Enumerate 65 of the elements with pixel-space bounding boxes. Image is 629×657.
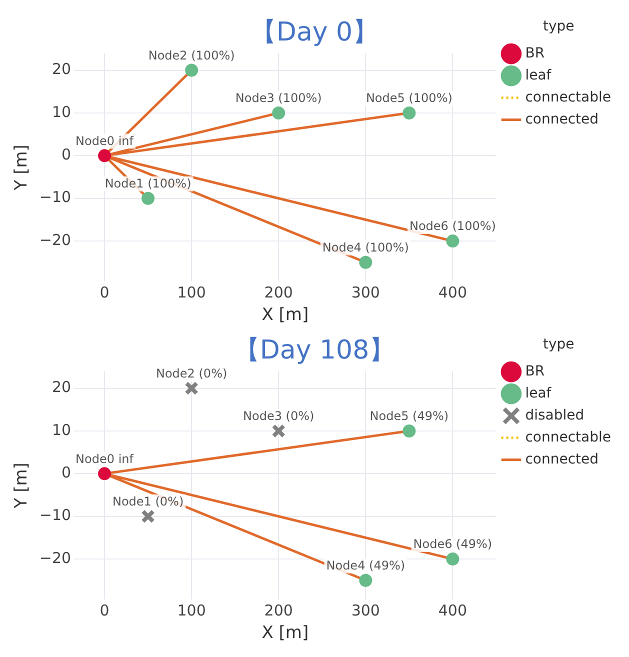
y-tick-label: −10 — [39, 506, 72, 524]
annotation: Node4 (49%) — [326, 558, 406, 573]
legend-label: leaf — [525, 385, 552, 402]
annotation: Node6 (49%) — [413, 537, 492, 552]
x-tick-label: 400 — [438, 601, 468, 620]
legend-title: type — [542, 336, 574, 353]
y-tick-label: 0 — [62, 146, 72, 164]
y-axis-title: Y [m] — [12, 462, 32, 510]
x-tick-label: 300 — [351, 283, 380, 302]
y-tick-label: −10 — [39, 188, 72, 206]
x-tick-label: 200 — [264, 601, 293, 620]
y-tick-label: −20 — [39, 230, 72, 249]
y-tick-label: 20 — [52, 378, 72, 396]
annotation: Node5 (100%) — [366, 91, 452, 106]
x-tick-label: 100 — [177, 601, 206, 620]
annotation: Node0 inf — [76, 452, 134, 466]
y-tick-label: 20 — [52, 60, 72, 78]
legend-label: connected — [525, 451, 599, 468]
point — [359, 256, 372, 269]
x-tick-label: 300 — [351, 601, 380, 620]
y-axis-title: Y [m] — [12, 144, 32, 192]
x-tick-label: 100 — [177, 283, 206, 302]
legend-label: leaf — [525, 67, 552, 84]
x-tick-label: 200 — [264, 283, 293, 302]
annotation: Node0 inf — [76, 134, 134, 148]
point — [98, 149, 112, 162]
legend-label: BR — [525, 363, 545, 380]
legend-label: connected — [525, 111, 599, 128]
point — [359, 574, 372, 587]
point — [402, 106, 416, 120]
point — [141, 509, 155, 524]
chart-title: 【Day 0】 — [250, 17, 379, 48]
annotation: Node2 (0%) — [156, 366, 228, 380]
annotation: Node2 (100%) — [148, 48, 235, 62]
point — [184, 381, 199, 396]
y-tick-label: 0 — [62, 464, 72, 482]
legend-label: BR — [525, 45, 545, 62]
x-axis-title: X [m] — [262, 623, 309, 644]
point — [142, 192, 155, 205]
x-tick-label: 0 — [100, 283, 110, 302]
point — [446, 234, 460, 248]
chart-title: 【Day 108】 — [234, 335, 396, 366]
point — [185, 64, 198, 77]
legend-title: type — [542, 18, 574, 35]
y-tick-label: 10 — [52, 420, 72, 439]
x-tick-label: 0 — [100, 601, 110, 620]
point — [446, 552, 460, 566]
annotation: Node3 (0%) — [243, 409, 314, 424]
x-tick-label: 400 — [438, 283, 468, 302]
annotation: Node1 (100%) — [104, 176, 192, 190]
x-axis-title: X [m] — [262, 305, 309, 326]
annotation: Node3 (100%) — [235, 91, 322, 106]
annotation: Node1 (0%) — [112, 494, 184, 508]
annotation: Node4 (100%) — [322, 240, 409, 255]
legend-label: connectable — [525, 429, 612, 446]
point — [98, 467, 112, 480]
point — [402, 424, 416, 438]
annotation: Node6 (100%) — [409, 219, 496, 234]
annotation: Node5 (49%) — [370, 409, 449, 424]
y-tick-label: 10 — [52, 102, 72, 121]
point — [272, 106, 286, 120]
point — [272, 424, 286, 438]
y-tick-label: −20 — [39, 548, 72, 567]
legend-label: connectable — [525, 89, 612, 106]
legend-label: disabled — [525, 407, 584, 424]
